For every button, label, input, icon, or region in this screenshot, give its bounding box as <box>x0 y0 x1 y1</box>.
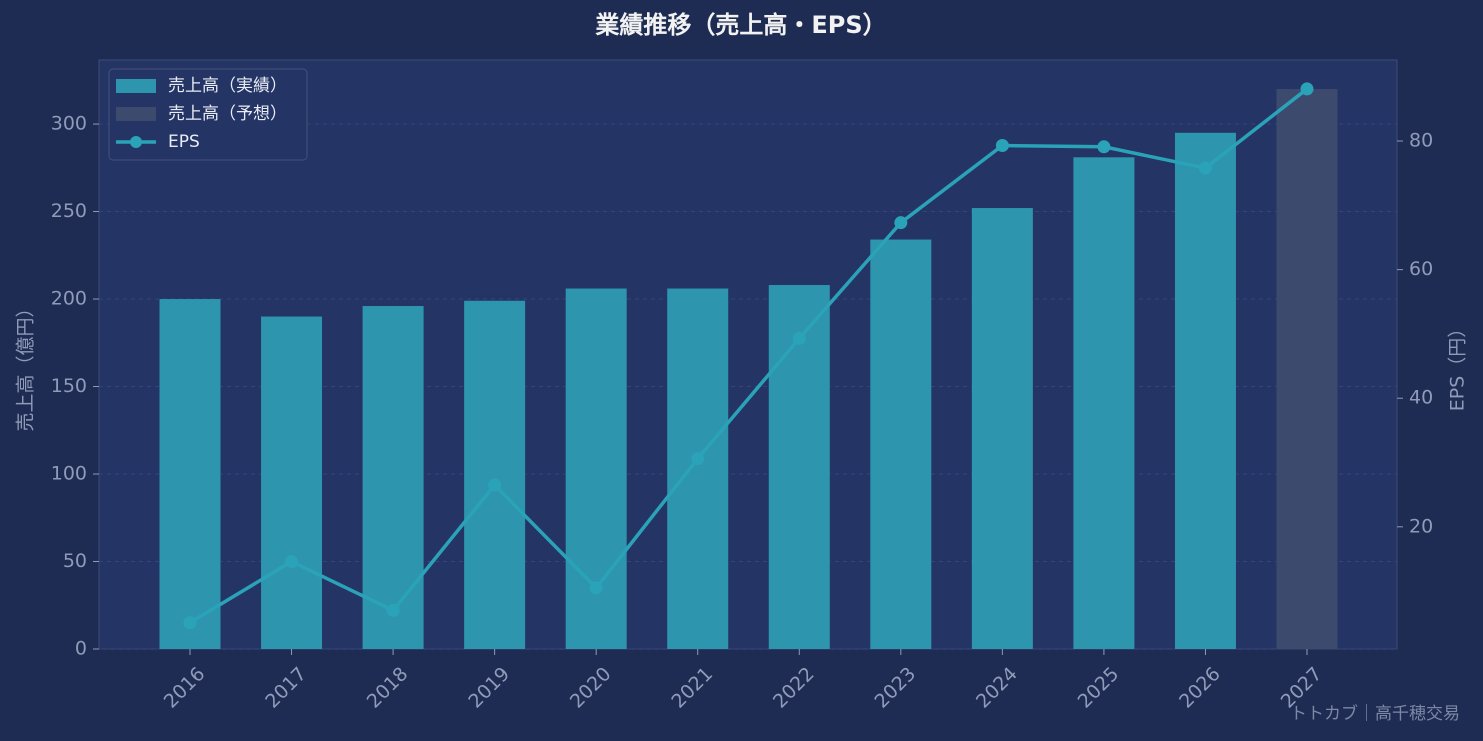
eps-point <box>894 216 908 230</box>
y2-tick-label: 40 <box>1409 387 1433 409</box>
bar <box>870 239 932 649</box>
eps-point <box>691 452 705 466</box>
chart-title: 業績推移（売上高・EPS） <box>595 11 886 39</box>
y2-tick-label: 80 <box>1409 130 1433 152</box>
legend-box <box>108 68 308 161</box>
y2-tick-label: 60 <box>1409 258 1433 280</box>
y-tick-label: 250 <box>51 200 87 222</box>
legend-swatch <box>116 107 156 121</box>
bar <box>362 306 424 649</box>
bar <box>1073 157 1135 649</box>
legend-label: 売上高（実績） <box>168 76 287 96</box>
y-tick-label: 300 <box>51 113 87 135</box>
bar <box>565 288 627 649</box>
bar <box>261 316 323 649</box>
eps-point <box>1300 82 1314 96</box>
eps-point <box>386 603 400 617</box>
eps-point <box>183 616 197 630</box>
bar <box>1174 132 1236 649</box>
bar <box>768 285 830 649</box>
eps-point <box>488 478 502 492</box>
y-tick-label: 100 <box>51 463 87 485</box>
legend-label: EPS <box>168 132 200 152</box>
y-axis-label: 売上高（億円） <box>15 298 37 431</box>
y2-axis-label: EPS（円） <box>1447 319 1469 412</box>
bar <box>464 300 526 649</box>
legend-label: 売上高（予想） <box>168 104 287 124</box>
eps-point <box>995 139 1009 153</box>
y-tick-label: 200 <box>51 288 87 310</box>
watermark: トトカブ｜高千穂交易 <box>1290 703 1460 724</box>
eps-point <box>1097 140 1111 154</box>
bar <box>971 208 1033 650</box>
y-tick-label: 0 <box>75 638 87 660</box>
y-tick-label: 150 <box>51 375 87 397</box>
legend-swatch <box>116 79 156 93</box>
eps-line <box>189 87 1309 625</box>
bar <box>159 299 221 649</box>
bar <box>1276 89 1338 649</box>
eps-point <box>1198 161 1212 175</box>
y2-tick-label: 20 <box>1409 515 1433 537</box>
y-tick-label: 50 <box>63 550 87 572</box>
eps-point <box>285 555 299 569</box>
eps-point <box>589 581 603 595</box>
bar <box>667 288 729 649</box>
eps-point <box>792 331 806 345</box>
legend-marker <box>130 136 142 148</box>
